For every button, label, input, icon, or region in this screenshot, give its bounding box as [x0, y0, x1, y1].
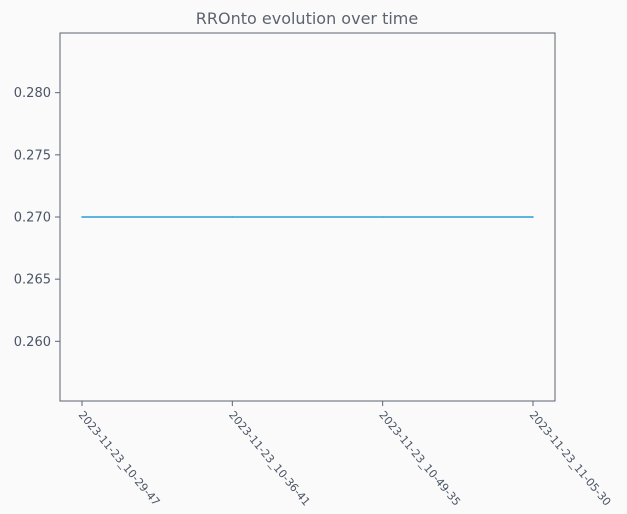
series-layer: [81, 216, 534, 218]
data-point: [231, 216, 234, 218]
data-point: [381, 216, 384, 218]
y-tick-label: 0.270: [14, 211, 51, 226]
chart-title: RROnto evolution over time: [196, 9, 418, 28]
y-tick-label: 0.275: [14, 148, 51, 163]
y-tick-label: 0.265: [14, 273, 51, 288]
data-point: [81, 216, 83, 218]
y-tick-label: 0.280: [14, 86, 51, 101]
y-tick-label: 0.260: [14, 335, 51, 350]
y-axis: 0.260 0.265 0.270 0.275 0.280: [14, 86, 60, 350]
data-point: [532, 216, 534, 218]
